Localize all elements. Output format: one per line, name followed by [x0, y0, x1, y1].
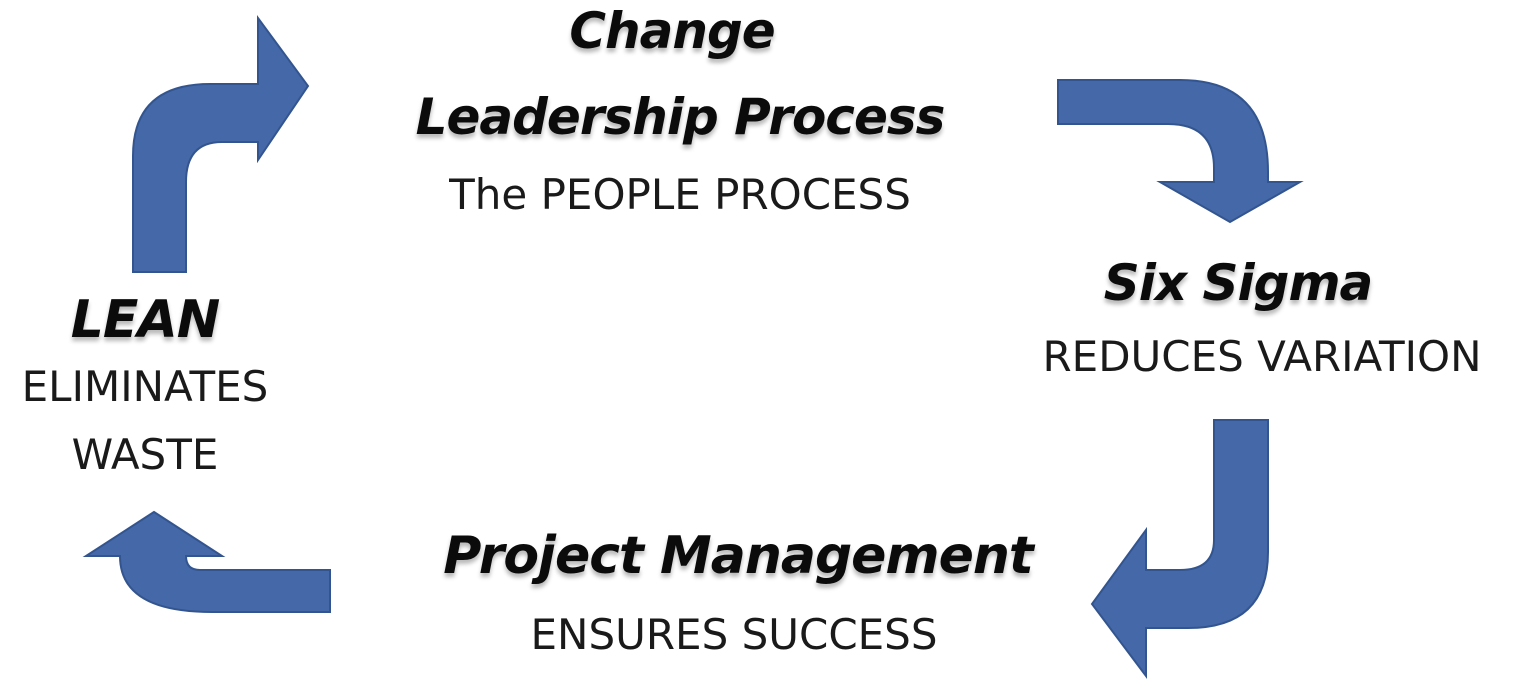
- arrow-lean-to-change: [132, 14, 310, 273]
- lean-subtitle-line-1: ELIMINATES: [21, 362, 269, 411]
- change-subtitle: The PEOPLE PROCESS: [449, 170, 911, 219]
- sixsigma-subtitle: REDUCES VARIATION: [1042, 332, 1482, 381]
- pm-title: Project Management: [443, 526, 1034, 586]
- arrow-pm-to-lean: [82, 510, 331, 613]
- change-title-line-2: Leadership Process: [415, 88, 946, 146]
- change-title-line-1: Change: [569, 2, 775, 60]
- pm-subtitle: ENSURES SUCCESS: [530, 610, 938, 659]
- arrow-sixsigma-to-pm: [1090, 419, 1269, 679]
- arrow-change-to-sixsigma: [1057, 79, 1304, 224]
- lean-subtitle-line-2: WASTE: [71, 430, 219, 479]
- sixsigma-title: Six Sigma: [1103, 254, 1374, 312]
- lean-title: LEAN: [70, 290, 220, 350]
